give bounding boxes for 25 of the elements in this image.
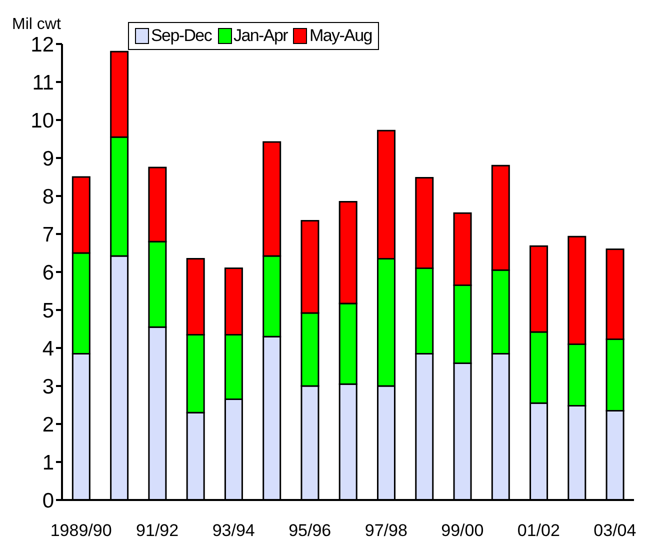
- y-tick-label: 4: [42, 337, 54, 360]
- y-tick-label: 3: [42, 375, 54, 398]
- y-tick-label: 8: [42, 185, 54, 208]
- x-tick-label: 95/96: [288, 521, 332, 540]
- x-tick-label: 01/02: [517, 521, 560, 540]
- y-tick-label: 0: [42, 489, 54, 512]
- legend-label: May-Aug: [308, 26, 372, 46]
- y-axis-title: Mil cwt: [12, 16, 61, 34]
- y-tick-label: 5: [42, 299, 54, 322]
- y-tick-label: 7: [42, 223, 54, 246]
- y-tick-label: 9: [42, 147, 54, 170]
- legend-label: Jan-Apr: [232, 26, 288, 46]
- y-tick-label: 11: [32, 71, 54, 94]
- x-tick-label: 1989/90: [50, 521, 112, 540]
- x-tick-label: 97/98: [364, 521, 408, 540]
- x-tick-label: 93/94: [212, 521, 255, 540]
- legend-label: Sep-Dec: [150, 26, 212, 46]
- y-tick-label: 12: [30, 33, 54, 56]
- x-tick-label: 03/04: [594, 521, 636, 540]
- y-tick-label: 2: [42, 413, 54, 436]
- y-tick-label: 6: [42, 261, 54, 284]
- x-tick-label: 99/00: [441, 521, 484, 540]
- y-tick-label: 1: [42, 451, 54, 474]
- y-tick-label: 10: [30, 109, 54, 132]
- x-tick-label: 91/92: [136, 521, 179, 540]
